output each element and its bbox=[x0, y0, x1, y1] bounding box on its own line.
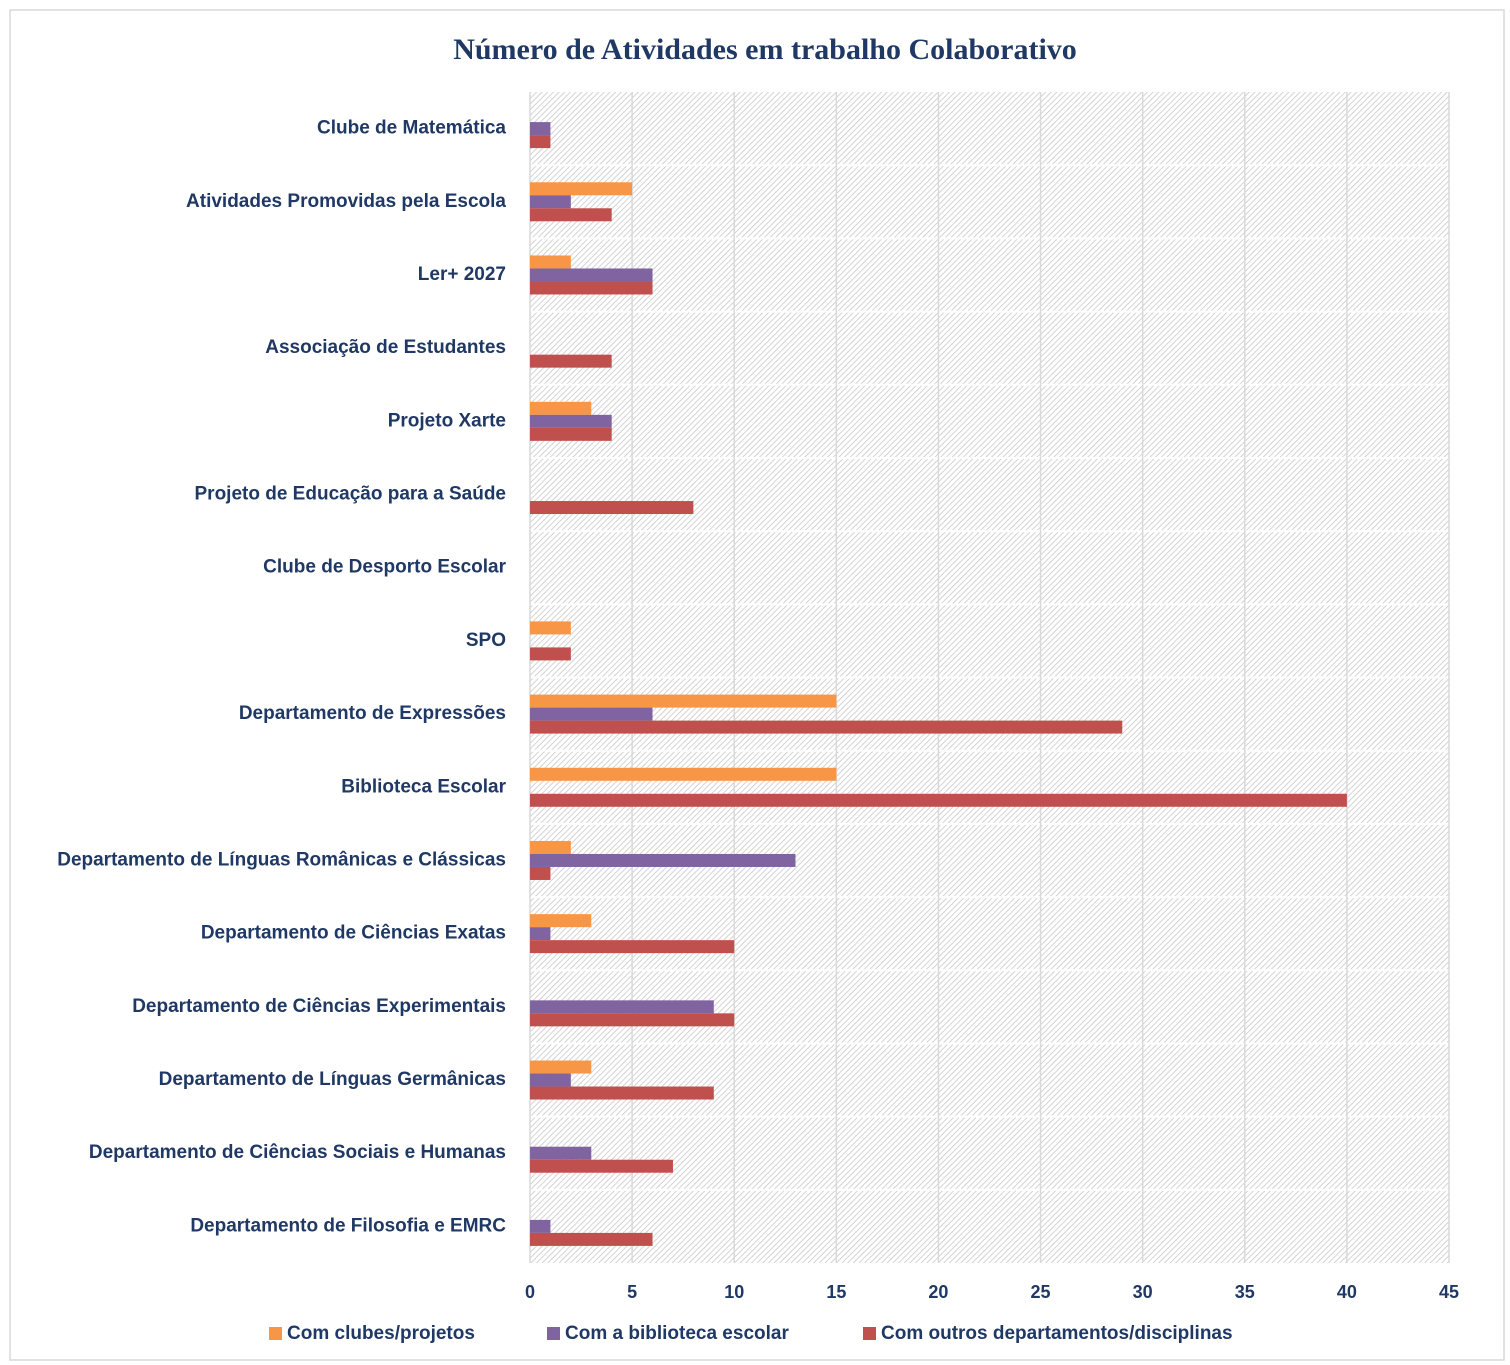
bar bbox=[530, 427, 612, 441]
bar bbox=[530, 1146, 592, 1160]
y-tick-label: Projeto de Educação para a Saúde bbox=[195, 484, 507, 505]
bar bbox=[530, 866, 551, 880]
bar bbox=[530, 268, 653, 282]
y-tick-label: Clube de Desporto Escolar bbox=[263, 557, 506, 578]
bar bbox=[530, 501, 694, 515]
bar bbox=[530, 914, 592, 928]
bar bbox=[530, 1000, 714, 1014]
bar bbox=[530, 195, 571, 209]
bar bbox=[530, 767, 837, 781]
bar bbox=[530, 122, 551, 136]
x-tick-label: 30 bbox=[1133, 1282, 1153, 1302]
bar bbox=[530, 1013, 735, 1027]
bar bbox=[530, 694, 837, 708]
y-tick-label: Departamento de Línguas Germânicas bbox=[159, 1069, 506, 1090]
bar bbox=[530, 255, 571, 269]
legend-label: Com clubes/projetos bbox=[287, 1323, 475, 1344]
bar bbox=[530, 414, 612, 428]
legend-swatch bbox=[269, 1327, 282, 1340]
y-tick-label: Biblioteca Escolar bbox=[341, 776, 506, 797]
y-tick-label: Clube de Matemática bbox=[317, 118, 506, 139]
y-tick-label: Ler+ 2027 bbox=[418, 264, 506, 285]
x-tick-label: 20 bbox=[928, 1282, 948, 1302]
y-tick-label: Atividades Promovidas pela Escola bbox=[186, 191, 506, 212]
x-tick-label: 15 bbox=[826, 1282, 846, 1302]
y-tick-label: SPO bbox=[466, 630, 506, 651]
bar bbox=[530, 1159, 673, 1173]
chart-title: Número de Atividades em trabalho Colabor… bbox=[453, 33, 1077, 66]
bar bbox=[530, 401, 592, 415]
y-tick-label: Departamento de Expressões bbox=[239, 703, 506, 724]
bar bbox=[530, 1086, 714, 1100]
bar bbox=[530, 840, 571, 854]
x-tick-label: 0 bbox=[525, 1282, 535, 1302]
bar bbox=[530, 1060, 592, 1074]
bar bbox=[530, 1073, 571, 1087]
y-tick-label: Projeto Xarte bbox=[388, 410, 506, 431]
x-tick-label: 25 bbox=[1031, 1282, 1051, 1302]
y-tick-label: Departamento de Ciências Exatas bbox=[201, 923, 506, 944]
bar bbox=[530, 940, 735, 954]
bar bbox=[530, 1219, 551, 1233]
bar bbox=[530, 853, 796, 867]
y-tick-label: Departamento de Filosofia e EMRC bbox=[190, 1215, 506, 1236]
bar bbox=[530, 793, 1347, 807]
bar bbox=[530, 1232, 653, 1246]
bar bbox=[530, 707, 653, 721]
x-tick-label: 35 bbox=[1235, 1282, 1255, 1302]
bar bbox=[530, 354, 612, 368]
y-tick-label: Departamento de Línguas Românicas e Clás… bbox=[57, 849, 506, 870]
x-tick-label: 5 bbox=[627, 1282, 637, 1302]
y-tick-label: Associação de Estudantes bbox=[265, 337, 506, 358]
bar bbox=[530, 281, 653, 295]
legend-label: Com outros departamentos/disciplinas bbox=[881, 1323, 1233, 1344]
y-tick-label: Departamento de Ciências Sociais e Human… bbox=[89, 1142, 506, 1163]
bar bbox=[530, 621, 571, 635]
y-tick-label: Departamento de Ciências Experimentais bbox=[132, 996, 506, 1017]
legend-label: Com a biblioteca escolar bbox=[565, 1323, 789, 1344]
bar bbox=[530, 182, 633, 196]
bar bbox=[530, 720, 1123, 734]
legend-swatch bbox=[547, 1327, 560, 1340]
x-tick-label: 45 bbox=[1439, 1282, 1459, 1302]
x-tick-label: 10 bbox=[724, 1282, 744, 1302]
bar bbox=[530, 927, 551, 941]
x-tick-label: 40 bbox=[1337, 1282, 1357, 1302]
bar bbox=[530, 208, 612, 222]
legend-swatch bbox=[863, 1327, 876, 1340]
bar bbox=[530, 135, 551, 149]
bar bbox=[530, 647, 571, 661]
